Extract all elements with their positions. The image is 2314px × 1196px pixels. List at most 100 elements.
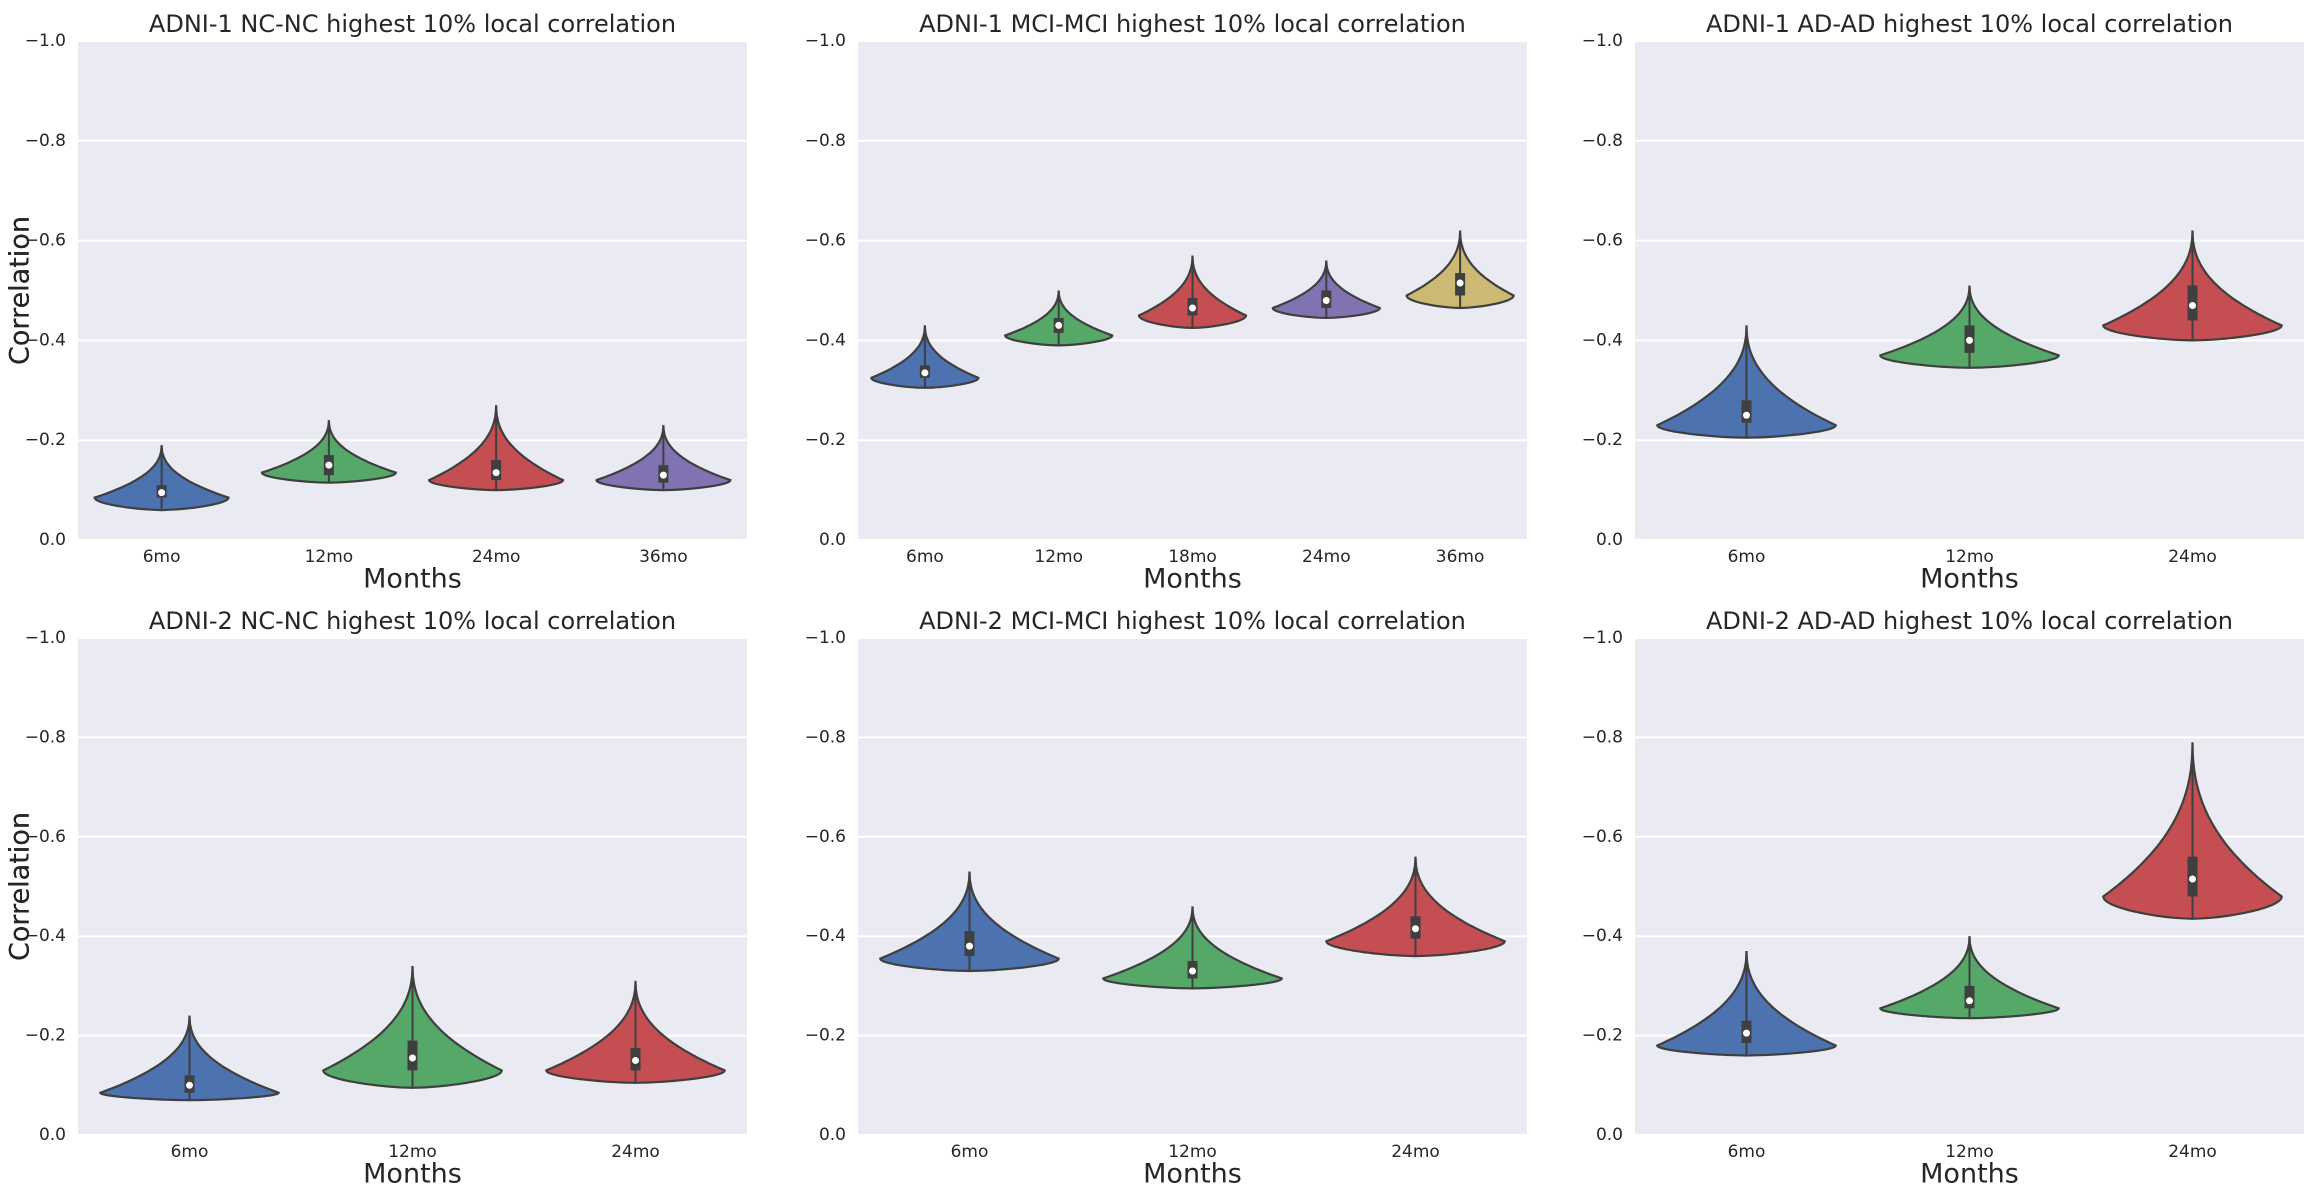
median-dot <box>1743 1029 1750 1037</box>
median-dot <box>1412 925 1419 933</box>
y-tick-label: −0.8 <box>25 131 66 151</box>
x-axis-label: Months <box>363 564 462 595</box>
chart-title: ADNI-1 NC-NC highest 10% local correlati… <box>149 10 676 38</box>
chart-title: ADNI-1 MCI-MCI highest 10% local correla… <box>919 10 1466 38</box>
x-axis-label: Months <box>363 1159 462 1190</box>
y-tick-label: −0.2 <box>805 430 846 450</box>
x-tick-label: 36mo <box>1436 547 1485 567</box>
y-tick-label: −0.8 <box>25 727 66 747</box>
median-dot <box>409 1054 416 1062</box>
y-tick-label: −1.0 <box>805 31 846 51</box>
y-tick-label: −0.2 <box>1582 430 1623 450</box>
y-tick-label: −0.4 <box>805 330 846 350</box>
y-axis-label: Correlation <box>5 216 36 365</box>
median-dot <box>1456 279 1464 287</box>
plot-area <box>78 41 747 540</box>
median-dot <box>325 461 333 469</box>
median-dot <box>1189 967 1196 975</box>
chart-title: ADNI-2 MCI-MCI highest 10% local correla… <box>919 607 1466 635</box>
x-tick-label: 24mo <box>1302 547 1351 567</box>
y-tick-label: 0.0 <box>1596 1125 1623 1145</box>
y-tick-label: −0.6 <box>1582 231 1623 251</box>
chart-title: ADNI-2 NC-NC highest 10% local correlati… <box>149 607 676 635</box>
y-tick-label: −1.0 <box>1582 628 1623 648</box>
y-tick-label: −0.6 <box>1582 827 1623 847</box>
x-tick-label: 6mo <box>1728 547 1766 567</box>
x-tick-label: 12mo <box>1945 1142 1994 1162</box>
y-tick-label: 0.0 <box>819 530 846 550</box>
x-tick-label: 12mo <box>1034 547 1083 567</box>
median-dot <box>1966 997 1973 1005</box>
y-tick-label: −0.6 <box>25 231 66 251</box>
x-tick-label: 18mo <box>1168 547 1217 567</box>
x-tick-label: 12mo <box>1945 547 1994 567</box>
x-tick-label: 6mo <box>906 547 944 567</box>
y-tick-label: −0.6 <box>805 827 846 847</box>
x-tick-label: 24mo <box>472 547 521 567</box>
y-tick-label: 0.0 <box>39 1125 66 1145</box>
iqr-box <box>1741 400 1752 423</box>
y-axis-label: Correlation <box>5 216 36 365</box>
y-tick-label: −0.2 <box>25 430 66 450</box>
x-tick-label: 24mo <box>611 1142 660 1162</box>
median-dot <box>632 1056 639 1064</box>
y-tick-label: −0.8 <box>1582 727 1623 747</box>
x-tick-label: 6mo <box>171 1142 209 1162</box>
chart-title: ADNI-2 AD-AD highest 10% local correlati… <box>1706 607 2233 635</box>
y-tick-label: −0.8 <box>1582 131 1623 151</box>
y-axis-label: Correlation <box>5 812 36 961</box>
x-tick-label: 6mo <box>951 1142 989 1162</box>
y-axis-label: Correlation <box>5 216 36 365</box>
panel: 0.0 −0.2 −0.4 −0.6 −0.8 −1.0 ADNI-1 MCI-MCI hi… <box>5 10 1527 595</box>
y-tick-label: −0.2 <box>25 1026 66 1046</box>
y-tick-label: −1.0 <box>25 31 66 51</box>
y-axis-label: Correlation <box>5 812 36 961</box>
y-tick-label: −0.6 <box>805 231 846 251</box>
y-tick-label: −0.2 <box>1582 1026 1623 1046</box>
x-axis-label: Months <box>1143 564 1242 595</box>
y-tick-label: −0.4 <box>1582 926 1623 946</box>
median-dot <box>921 369 929 377</box>
y-tick-label: −0.8 <box>805 131 846 151</box>
y-tick-label: −0.4 <box>25 926 66 946</box>
x-tick-label: 6mo <box>143 547 181 567</box>
x-tick-label: 12mo <box>388 1142 437 1162</box>
x-tick-label: 36mo <box>639 547 688 567</box>
median-dot <box>966 942 973 950</box>
median-dot <box>2189 301 2196 309</box>
median-dot <box>2189 875 2196 883</box>
x-tick-label: 24mo <box>2168 547 2217 567</box>
median-dot <box>1055 321 1063 329</box>
median-dot <box>158 489 166 497</box>
x-tick-label: 24mo <box>2168 1142 2217 1162</box>
x-axis-label: Months <box>1920 564 2019 595</box>
y-tick-label: −0.4 <box>805 926 846 946</box>
median-dot <box>492 469 500 477</box>
median-dot <box>1966 336 1973 344</box>
x-tick-label: 6mo <box>1728 1142 1766 1162</box>
panel: 0.0 −0.2 −0.4 −0.6 −0.8 −1.0 ADNI-1 NC-NC high… <box>5 10 747 595</box>
y-tick-label: 0.0 <box>39 530 66 550</box>
x-axis-label: Months <box>1920 1159 2019 1190</box>
x-tick-label: 24mo <box>1391 1142 1440 1162</box>
y-tick-label: −0.6 <box>25 827 66 847</box>
iqr-box <box>1964 985 1975 1009</box>
median-dot <box>186 1081 193 1089</box>
y-tick-label: −1.0 <box>1582 31 1623 51</box>
y-tick-label: −1.0 <box>25 628 66 648</box>
y-tick-label: −0.4 <box>1582 330 1623 350</box>
chart-title: ADNI-1 AD-AD highest 10% local correlati… <box>1706 10 2233 38</box>
y-tick-label: −0.8 <box>805 727 846 747</box>
plot-area <box>858 638 1527 1135</box>
median-dot <box>1189 304 1196 312</box>
panel: 0.0 −0.2 −0.4 −0.6 −0.8 −1.0 ADNI-2 NC-NC high… <box>5 607 747 1190</box>
panel: 0.0 −0.2 −0.4 −0.6 −0.8 −1.0 ADNI-2 MCI-MCI hi… <box>5 607 1527 1190</box>
panel: 0.0 −0.2 −0.4 −0.6 −0.8 −1.0 ADNI-2 AD-AD high… <box>5 607 2304 1190</box>
y-tick-label: 0.0 <box>1596 530 1623 550</box>
x-tick-label: 12mo <box>305 547 354 567</box>
x-tick-label: 12mo <box>1168 1142 1217 1162</box>
y-tick-label: −0.4 <box>25 330 66 350</box>
median-dot <box>1322 296 1330 304</box>
median-dot <box>659 471 667 479</box>
